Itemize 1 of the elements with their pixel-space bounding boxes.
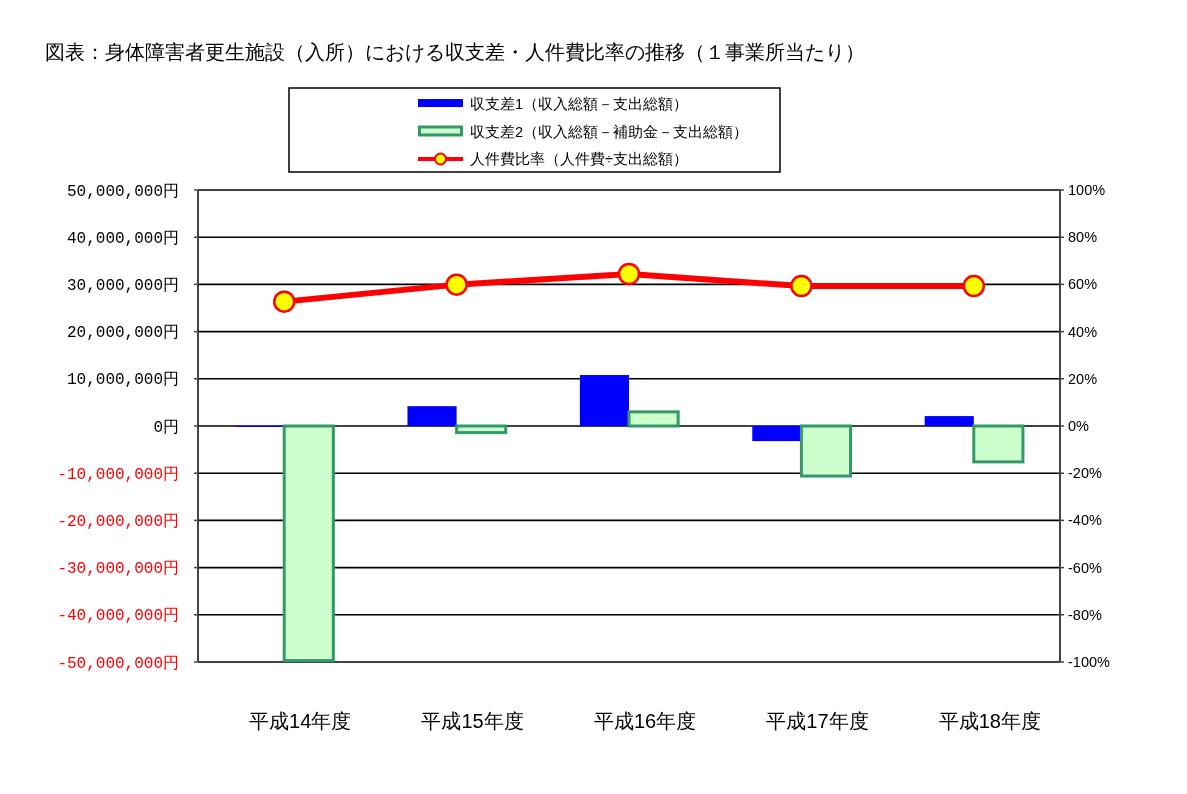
title: 図表：身体障害者更生施設（入所）における収支差・人件費比率の推移（１事業所当たり） [45,41,865,63]
